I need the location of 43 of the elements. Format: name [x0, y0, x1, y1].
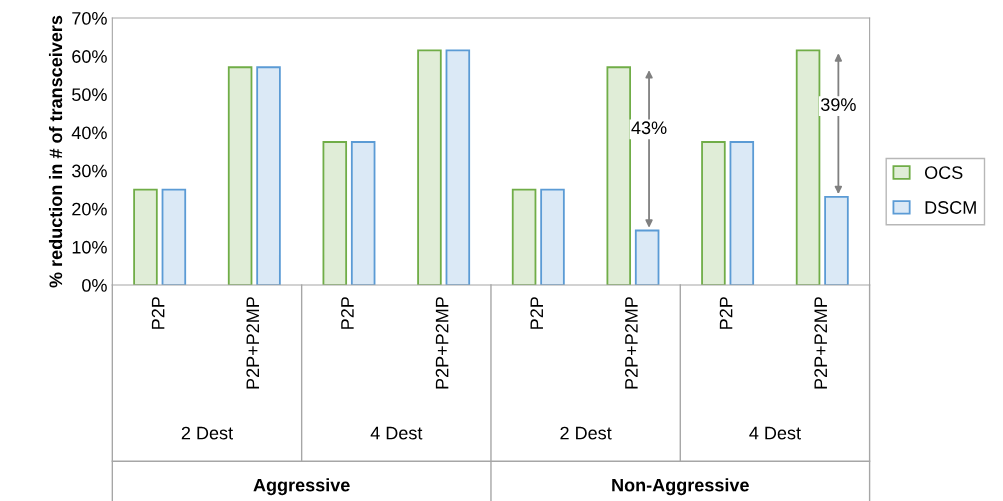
x-tick-label: P2P+P2MP — [246, 297, 259, 389]
bar — [133, 188, 158, 286]
bar — [701, 141, 726, 286]
bar — [445, 49, 471, 286]
bar — [606, 66, 632, 286]
text: Non-Aggressive — [612, 478, 749, 496]
bar — [227, 66, 253, 286]
x-tick-label: P2P — [341, 297, 354, 329]
bar — [824, 196, 849, 286]
y-axis-title: % reduction in # of transceivers — [48, 15, 63, 288]
y-tick-label: 50% — [72, 88, 107, 102]
bar — [322, 141, 348, 286]
y-tick-label: 30% — [72, 164, 107, 178]
text: Aggressive — [253, 478, 350, 496]
bar — [511, 188, 537, 286]
y-tick-label: 0% — [82, 279, 107, 292]
x-tick-label: P2P+P2MP — [435, 297, 449, 389]
y-tick-label: 10% — [72, 240, 107, 254]
bar — [729, 141, 755, 286]
annotation: 39% — [820, 98, 856, 111]
y-tick-label: 20% — [72, 202, 107, 216]
x-tick-label: P2P+P2MP — [814, 297, 827, 389]
text: 2 Dest — [181, 426, 233, 440]
text: 4 Dest — [749, 426, 801, 440]
bar — [256, 66, 281, 286]
y-tick-label: 60% — [72, 50, 107, 63]
x-tick-label: P2P+P2MP — [625, 297, 638, 389]
bar — [161, 188, 187, 286]
y-tick-label: 40% — [71, 126, 107, 140]
legend-label: OCS — [924, 166, 963, 180]
x-tick-label: P2P — [151, 297, 165, 329]
legend-label: DSCM — [925, 201, 976, 214]
text: 4 Dest — [370, 426, 423, 440]
annotation: 43% — [631, 121, 667, 135]
bar — [350, 141, 376, 286]
x-tick-label: P2P — [719, 297, 733, 329]
y-tick-label: 70% — [72, 11, 107, 25]
bar — [417, 49, 442, 286]
text: 2 Dest — [560, 426, 612, 440]
bar — [540, 188, 565, 286]
bar — [795, 49, 821, 286]
bar — [634, 229, 660, 286]
x-tick-label: P2P — [530, 297, 543, 329]
